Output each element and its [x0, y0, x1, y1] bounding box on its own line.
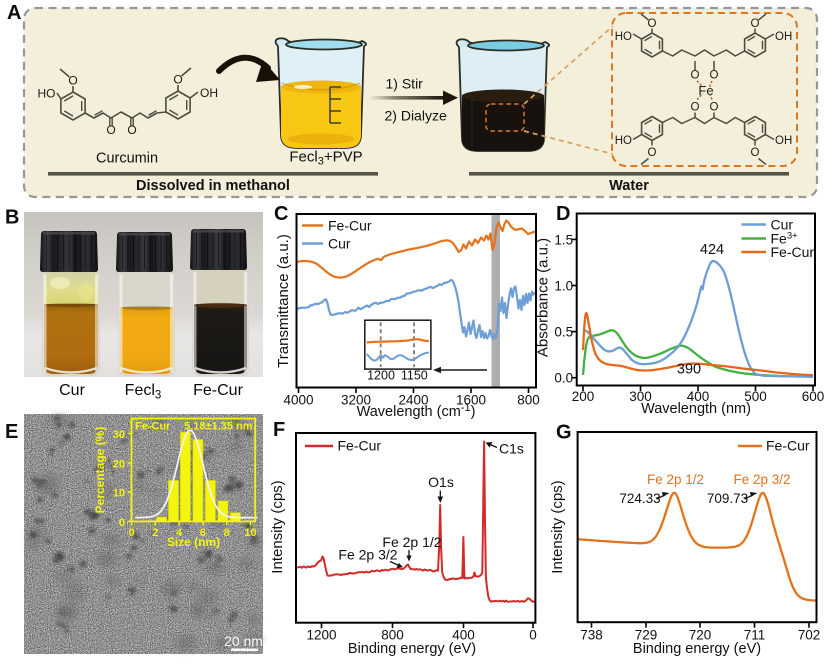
svg-text:300: 300	[629, 389, 652, 404]
svg-text:Fe-Cur: Fe-Cur	[338, 438, 382, 454]
svg-text:Cur: Cur	[59, 382, 85, 399]
svg-text:1) Stir: 1) Stir	[386, 76, 424, 92]
svg-text:Fe 2p 3/2: Fe 2p 3/2	[733, 472, 790, 487]
svg-text:O: O	[710, 70, 719, 82]
svg-text:Absorbance (a.u.): Absorbance (a.u.)	[535, 238, 552, 357]
svg-text:Fe-Cur: Fe-Cur	[766, 438, 810, 454]
svg-text:720: 720	[689, 628, 712, 643]
svg-text:600: 600	[802, 389, 825, 404]
svg-text:B: B	[5, 207, 19, 229]
svg-text:O: O	[691, 102, 700, 114]
svg-text:6: 6	[200, 527, 206, 539]
svg-text:D: D	[556, 203, 570, 225]
svg-text:Binding energy (eV): Binding energy (eV)	[348, 641, 476, 657]
svg-text:O1s: O1s	[428, 474, 454, 490]
svg-text:424: 424	[700, 242, 724, 258]
svg-text:Fe-Cur: Fe-Cur	[328, 218, 372, 234]
svg-text:400: 400	[452, 628, 475, 643]
svg-text:O: O	[648, 147, 657, 159]
svg-text:702: 702	[798, 628, 821, 643]
svg-text:Binding energy (eV): Binding energy (eV)	[633, 641, 761, 657]
svg-text:O: O	[710, 102, 719, 114]
svg-text:2) Dialyze: 2) Dialyze	[385, 108, 447, 124]
svg-text:738: 738	[580, 628, 603, 643]
svg-text:1150: 1150	[401, 369, 428, 383]
svg-text:Fe-Cur: Fe-Cur	[771, 244, 815, 260]
svg-text:4000: 4000	[283, 393, 313, 408]
svg-text:Fecl3+PVP: Fecl3+PVP	[289, 149, 362, 168]
svg-text:Fe-Cur: Fe-Cur	[135, 421, 171, 433]
svg-text:5.18±1.35 nm: 5.18±1.35 nm	[184, 421, 253, 433]
svg-text:O: O	[173, 73, 182, 87]
svg-text:Fe 2p 3/2: Fe 2p 3/2	[338, 547, 397, 563]
svg-text:Cur: Cur	[771, 217, 794, 233]
svg-text:Curcumin: Curcumin	[96, 151, 158, 167]
svg-text:2400: 2400	[398, 393, 428, 408]
svg-text:20: 20	[113, 458, 125, 470]
svg-text:Dissolved in methanol: Dissolved in methanol	[136, 178, 290, 194]
svg-text:3200: 3200	[341, 393, 371, 408]
svg-text:Cur: Cur	[328, 236, 351, 252]
svg-text:390: 390	[677, 362, 701, 378]
svg-text:1600: 1600	[456, 393, 486, 408]
svg-text:0.5: 0.5	[554, 325, 573, 340]
svg-text:2: 2	[152, 527, 158, 539]
svg-text:709.73: 709.73	[707, 491, 748, 506]
svg-text:O: O	[68, 74, 77, 88]
svg-text:HO: HO	[615, 135, 632, 147]
svg-text:Percentage (%): Percentage (%)	[93, 427, 107, 514]
svg-text:G: G	[556, 422, 572, 444]
svg-text:OH: OH	[775, 135, 792, 147]
svg-text:Transmittance (a.u.): Transmittance (a.u.)	[275, 234, 292, 368]
svg-text:4: 4	[176, 527, 183, 539]
svg-text:0: 0	[529, 628, 537, 643]
svg-text:800: 800	[517, 393, 540, 408]
svg-text:400: 400	[687, 389, 710, 404]
svg-text:1.5: 1.5	[554, 232, 573, 247]
svg-text:E: E	[5, 421, 18, 443]
svg-text:1200: 1200	[306, 628, 336, 643]
svg-text:200: 200	[572, 389, 595, 404]
svg-text:C1s: C1s	[499, 441, 524, 457]
svg-text:O: O	[127, 123, 136, 137]
svg-text:0: 0	[119, 517, 125, 529]
svg-text:O: O	[106, 123, 115, 137]
svg-text:Water: Water	[609, 178, 649, 194]
svg-text:724.33: 724.33	[619, 491, 660, 506]
svg-text:Size (nm): Size (nm)	[167, 535, 220, 549]
svg-text:500: 500	[744, 389, 767, 404]
svg-text:F: F	[273, 419, 285, 441]
svg-text:10: 10	[113, 488, 125, 500]
svg-text:OH: OH	[775, 31, 792, 43]
svg-text:C: C	[274, 203, 288, 225]
svg-text:0.0: 0.0	[554, 371, 573, 386]
svg-text:Fecl3: Fecl3	[125, 382, 162, 402]
svg-text:Wavelength (cm-1): Wavelength (cm-1)	[357, 402, 476, 420]
svg-text:Intensity (cps): Intensity (cps)	[549, 480, 566, 573]
svg-text:O: O	[648, 18, 657, 30]
svg-text:30: 30	[113, 429, 125, 441]
svg-text:Intensity (cps): Intensity (cps)	[269, 480, 286, 573]
svg-text:Fe 2p 1/2: Fe 2p 1/2	[382, 534, 441, 550]
svg-text:Fe 2p 1/2: Fe 2p 1/2	[647, 472, 704, 487]
svg-text:HO: HO	[615, 31, 632, 43]
svg-text:HO: HO	[38, 87, 56, 101]
svg-text:Fe-Cur: Fe-Cur	[193, 382, 243, 399]
svg-text:O: O	[691, 70, 700, 82]
svg-text:A: A	[7, 2, 21, 24]
svg-text:711: 711	[744, 628, 766, 643]
svg-text:8: 8	[224, 527, 230, 539]
svg-text:O: O	[751, 147, 760, 159]
svg-text:OH: OH	[200, 86, 218, 100]
svg-text:800: 800	[381, 628, 404, 643]
svg-text:1.0: 1.0	[554, 279, 573, 294]
svg-text:20 nm: 20 nm	[224, 633, 263, 649]
svg-text:729: 729	[635, 628, 658, 643]
svg-text:10: 10	[244, 527, 256, 539]
svg-text:1200: 1200	[367, 369, 395, 383]
svg-text:0: 0	[128, 527, 134, 539]
svg-text:Wavelength (nm): Wavelength (nm)	[641, 401, 751, 417]
svg-text:O: O	[751, 18, 760, 30]
